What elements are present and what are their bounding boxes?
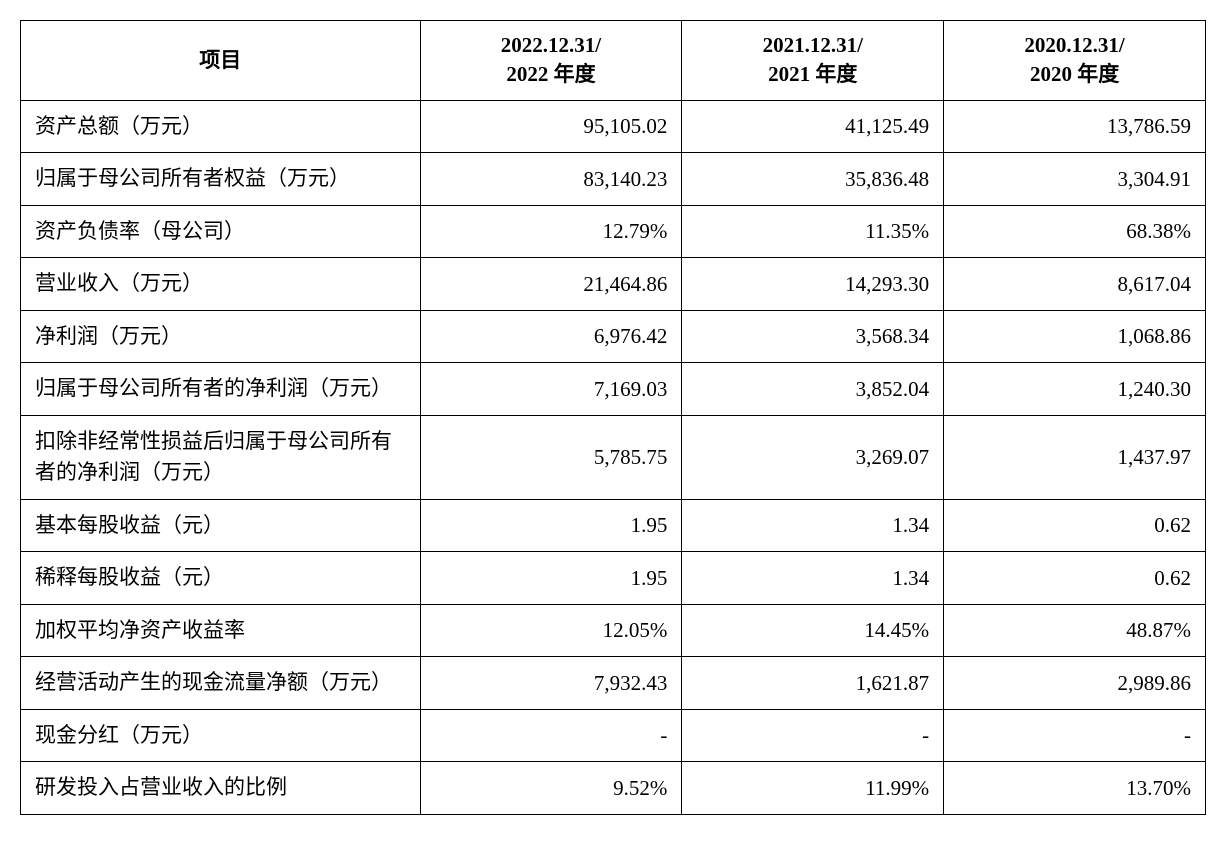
header-2020-line1: 2020.12.31/ (1024, 33, 1124, 57)
row-value-2022: 12.05% (420, 604, 682, 657)
header-2021-line1: 2021.12.31/ (763, 33, 863, 57)
row-value-2020: 1,437.97 (944, 415, 1206, 499)
row-label: 归属于母公司所有者的净利润（万元） (21, 363, 421, 416)
table-row: 营业收入（万元） 21,464.86 14,293.30 8,617.04 (21, 258, 1206, 311)
table-row: 扣除非经常性损益后归属于母公司所有者的净利润（万元） 5,785.75 3,26… (21, 415, 1206, 499)
row-label: 营业收入（万元） (21, 258, 421, 311)
row-value-2021: 41,125.49 (682, 100, 944, 153)
row-value-2021: 1,621.87 (682, 657, 944, 710)
row-value-2020: 48.87% (944, 604, 1206, 657)
row-value-2021: 3,568.34 (682, 310, 944, 363)
header-2021: 2021.12.31/ 2021 年度 (682, 21, 944, 101)
table-row: 归属于母公司所有者的净利润（万元） 7,169.03 3,852.04 1,24… (21, 363, 1206, 416)
table-row: 现金分红（万元） - - - (21, 709, 1206, 762)
row-label: 资产总额（万元） (21, 100, 421, 153)
header-item: 项目 (21, 21, 421, 101)
row-label: 研发投入占营业收入的比例 (21, 762, 421, 815)
table-row: 经营活动产生的现金流量净额（万元） 7,932.43 1,621.87 2,98… (21, 657, 1206, 710)
row-value-2022: 5,785.75 (420, 415, 682, 499)
row-label: 稀释每股收益（元） (21, 552, 421, 605)
header-2021-line2: 2021 年度 (768, 62, 857, 86)
row-value-2022: 7,932.43 (420, 657, 682, 710)
row-value-2022: 95,105.02 (420, 100, 682, 153)
row-value-2020: 3,304.91 (944, 153, 1206, 206)
row-value-2020: 0.62 (944, 552, 1206, 605)
header-2020-line2: 2020 年度 (1030, 62, 1119, 86)
row-value-2020: 68.38% (944, 205, 1206, 258)
row-value-2020: 2,989.86 (944, 657, 1206, 710)
table-row: 净利润（万元） 6,976.42 3,568.34 1,068.86 (21, 310, 1206, 363)
row-value-2021: 35,836.48 (682, 153, 944, 206)
table-row: 基本每股收益（元） 1.95 1.34 0.62 (21, 499, 1206, 552)
table-row: 加权平均净资产收益率 12.05% 14.45% 48.87% (21, 604, 1206, 657)
header-2022: 2022.12.31/ 2022 年度 (420, 21, 682, 101)
row-label: 加权平均净资产收益率 (21, 604, 421, 657)
table-row: 归属于母公司所有者权益（万元） 83,140.23 35,836.48 3,30… (21, 153, 1206, 206)
row-value-2021: 14.45% (682, 604, 944, 657)
header-2022-line2: 2022 年度 (506, 62, 595, 86)
row-label: 经营活动产生的现金流量净额（万元） (21, 657, 421, 710)
table-row: 资产总额（万元） 95,105.02 41,125.49 13,786.59 (21, 100, 1206, 153)
row-value-2021: 3,269.07 (682, 415, 944, 499)
row-value-2020: 1,240.30 (944, 363, 1206, 416)
row-value-2020: 1,068.86 (944, 310, 1206, 363)
row-label: 现金分红（万元） (21, 709, 421, 762)
table-row: 研发投入占营业收入的比例 9.52% 11.99% 13.70% (21, 762, 1206, 815)
row-value-2022: 83,140.23 (420, 153, 682, 206)
row-value-2022: 7,169.03 (420, 363, 682, 416)
row-label: 基本每股收益（元） (21, 499, 421, 552)
row-label: 资产负债率（母公司） (21, 205, 421, 258)
table-body: 资产总额（万元） 95,105.02 41,125.49 13,786.59 归… (21, 100, 1206, 814)
row-value-2021: 1.34 (682, 499, 944, 552)
row-value-2021: 3,852.04 (682, 363, 944, 416)
row-value-2020: 13,786.59 (944, 100, 1206, 153)
row-value-2022: 21,464.86 (420, 258, 682, 311)
row-value-2022: 1.95 (420, 499, 682, 552)
row-label: 净利润（万元） (21, 310, 421, 363)
row-value-2020: 13.70% (944, 762, 1206, 815)
row-value-2021: - (682, 709, 944, 762)
row-value-2020: - (944, 709, 1206, 762)
row-value-2020: 8,617.04 (944, 258, 1206, 311)
row-value-2021: 11.99% (682, 762, 944, 815)
row-label: 扣除非经常性损益后归属于母公司所有者的净利润（万元） (21, 415, 421, 499)
header-2022-line1: 2022.12.31/ (501, 33, 601, 57)
row-value-2021: 1.34 (682, 552, 944, 605)
row-label: 归属于母公司所有者权益（万元） (21, 153, 421, 206)
row-value-2022: - (420, 709, 682, 762)
table-row: 资产负债率（母公司） 12.79% 11.35% 68.38% (21, 205, 1206, 258)
row-value-2021: 14,293.30 (682, 258, 944, 311)
row-value-2022: 6,976.42 (420, 310, 682, 363)
row-value-2022: 12.79% (420, 205, 682, 258)
row-value-2022: 9.52% (420, 762, 682, 815)
row-value-2021: 11.35% (682, 205, 944, 258)
header-2020: 2020.12.31/ 2020 年度 (944, 21, 1206, 101)
row-value-2020: 0.62 (944, 499, 1206, 552)
row-value-2022: 1.95 (420, 552, 682, 605)
table-row: 稀释每股收益（元） 1.95 1.34 0.62 (21, 552, 1206, 605)
table-header-row: 项目 2022.12.31/ 2022 年度 2021.12.31/ 2021 … (21, 21, 1206, 101)
financial-table: 项目 2022.12.31/ 2022 年度 2021.12.31/ 2021 … (20, 20, 1206, 815)
